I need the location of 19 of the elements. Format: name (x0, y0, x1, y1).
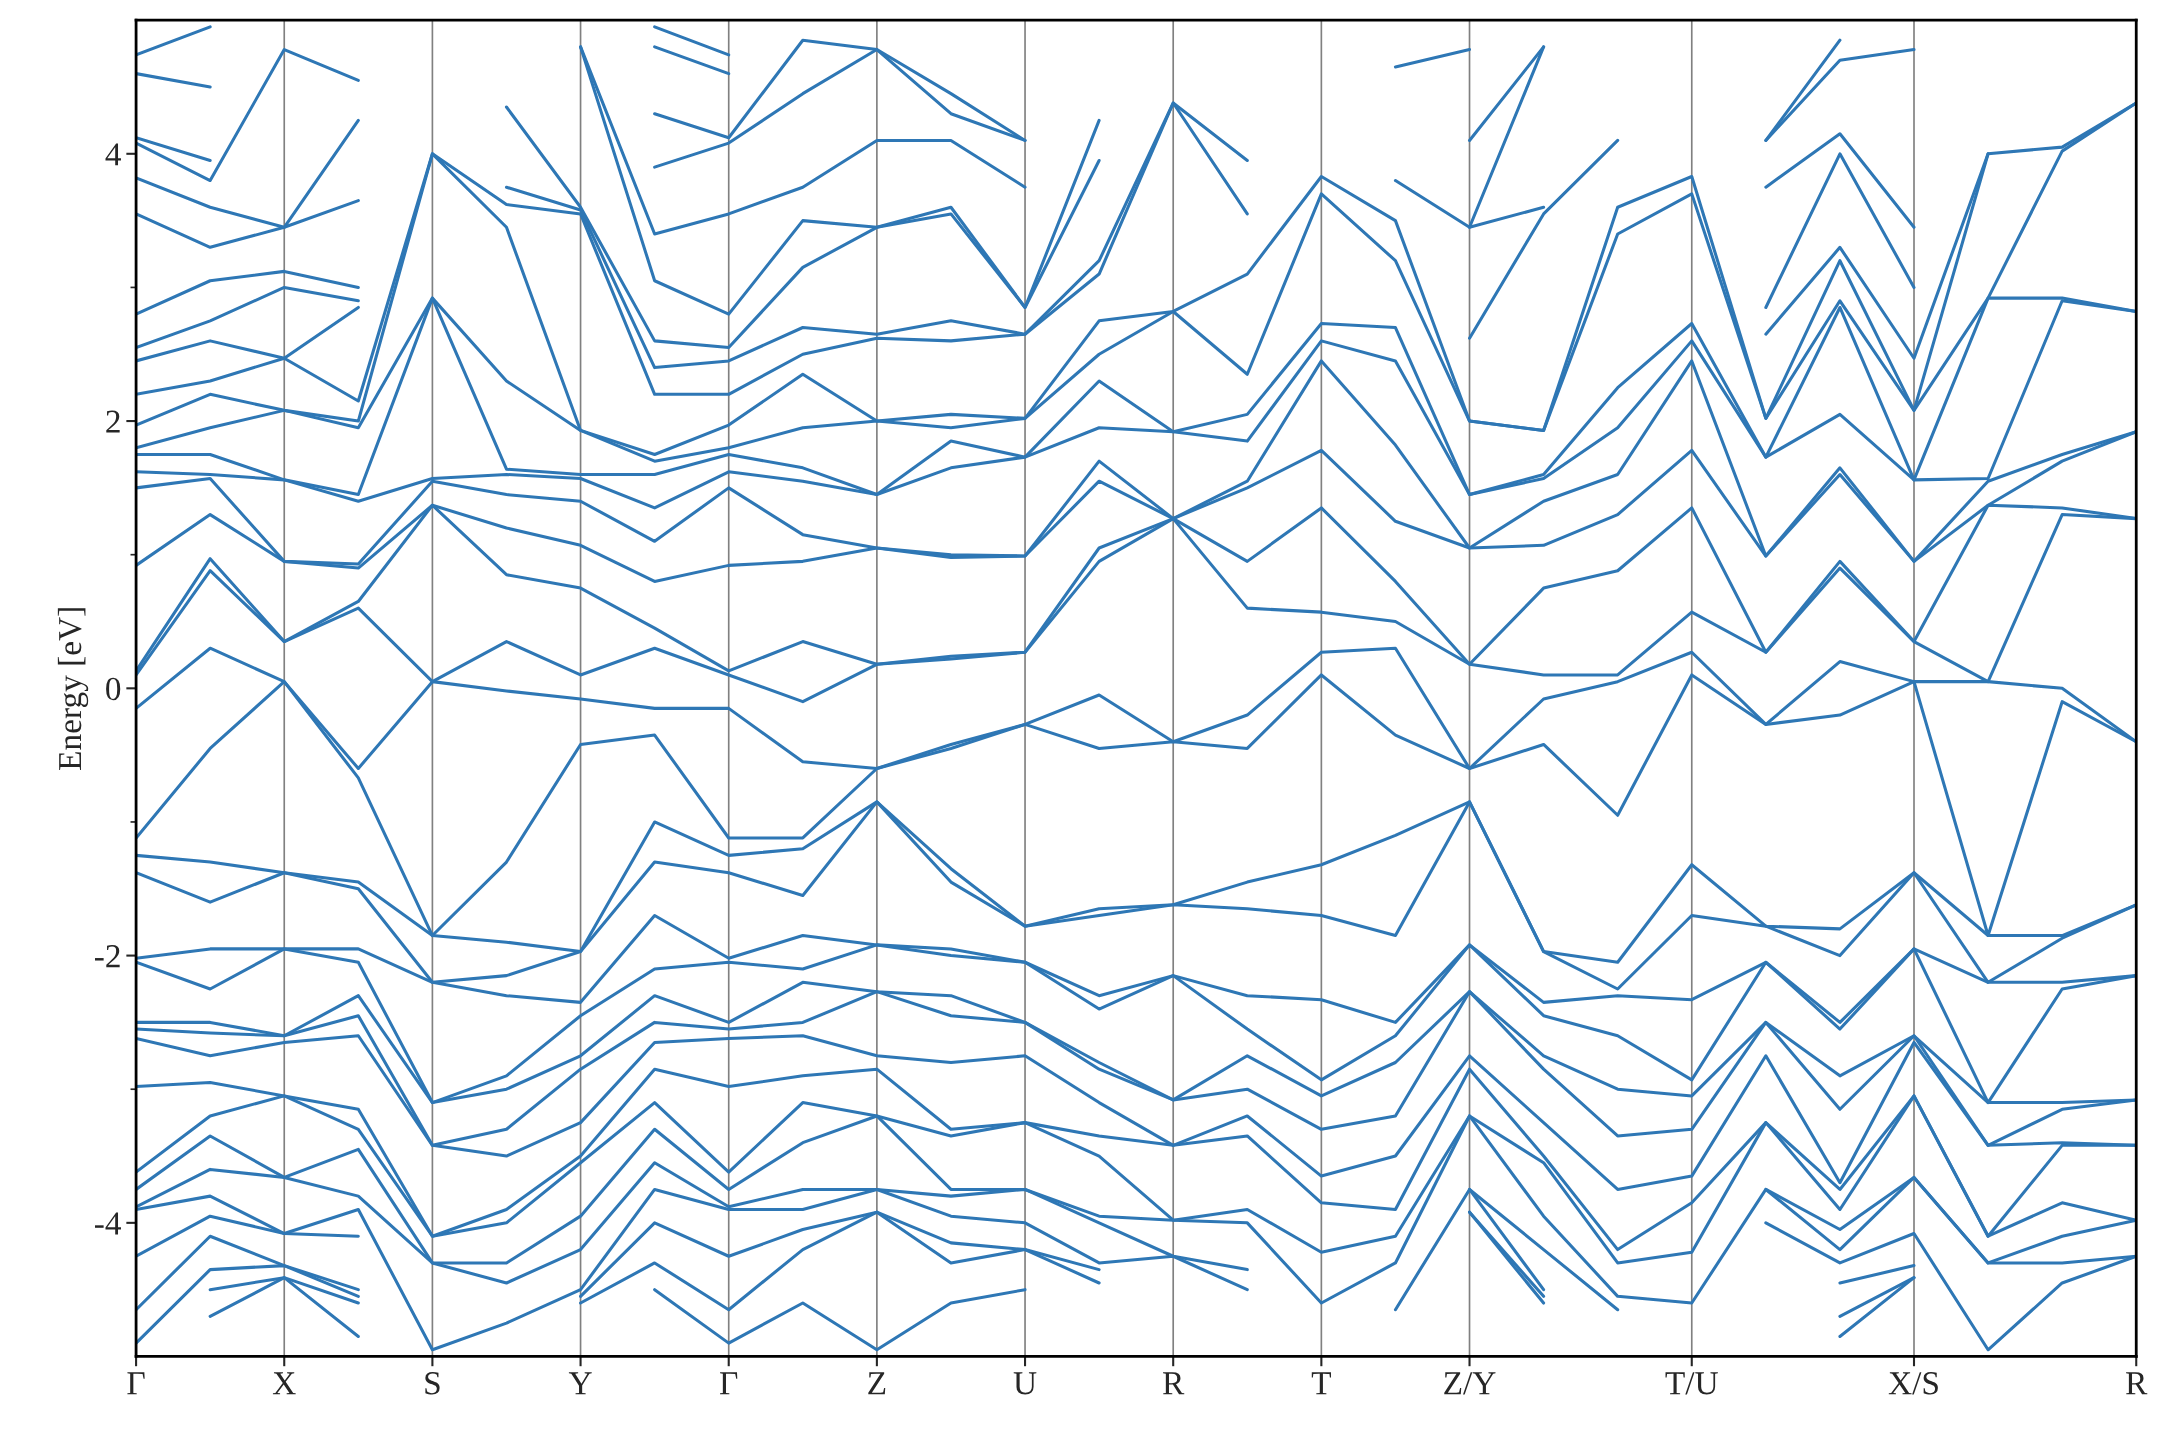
x-tick-label: Z/Y (1444, 1372, 1496, 1395)
y-tick-label: 4 (105, 143, 121, 166)
y-axis-title: Energy [eV] (57, 608, 89, 770)
y-tick-label: 0 (106, 677, 121, 701)
y-tick-label: -2 (94, 945, 120, 968)
y-tick-label: 2 (106, 410, 120, 433)
x-tick-label: S (425, 1372, 440, 1395)
x-tick-label: Y (568, 1372, 592, 1395)
y-tick-label: -4 (94, 1212, 121, 1235)
x-tick-label: T/U (1665, 1372, 1718, 1395)
x-tick-label: Z (868, 1372, 886, 1395)
x-tick-label: U (1013, 1372, 1037, 1395)
x-tick-label: R (2126, 1372, 2148, 1395)
x-tick-label: Γ (720, 1372, 738, 1395)
x-tick-label: R (1163, 1372, 1185, 1395)
x-tick-label: X/S (1888, 1372, 1938, 1395)
x-tick-label: X (272, 1372, 296, 1395)
x-tick-label: Γ (127, 1372, 145, 1395)
x-tick-label: T (1311, 1372, 1331, 1395)
